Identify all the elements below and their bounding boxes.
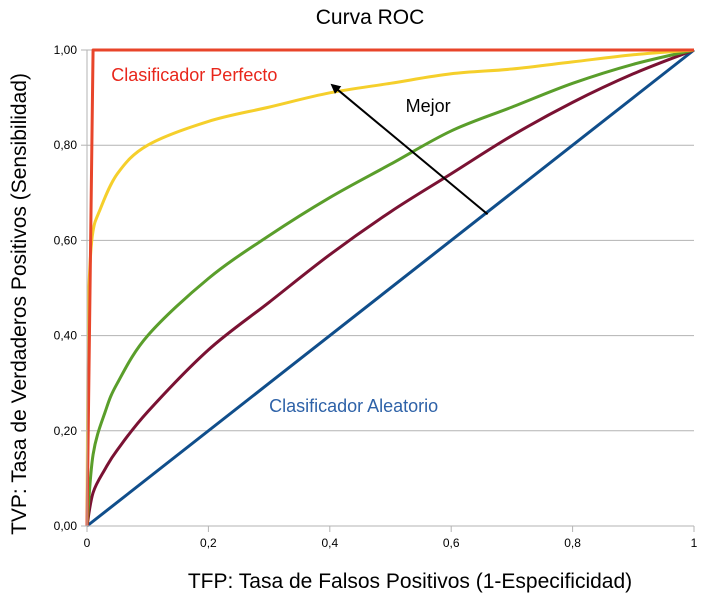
x-tick-label-4: 0,8 <box>564 536 581 550</box>
series-line-3 <box>85 48 695 527</box>
y-tick-label-0: 0,00 <box>54 519 78 533</box>
y-tick-label-1: 0,20 <box>54 424 78 438</box>
x-tick-label-5: 1 <box>691 536 698 550</box>
x-axis-label: TFP: Tasa de Falsos Positivos (1-Especif… <box>188 570 632 593</box>
series-group <box>85 48 695 528</box>
y-tick-label-4: 0,80 <box>54 138 78 152</box>
x-tick-label-1: 0,2 <box>200 536 217 550</box>
annotation-1: Mejor <box>406 96 451 116</box>
x-tick-label-2: 0,4 <box>321 536 338 550</box>
chart-title: Curva ROC <box>316 6 425 29</box>
grid <box>87 49 694 432</box>
y-tick-label-3: 0,60 <box>54 233 78 247</box>
series-line-4 <box>86 48 695 528</box>
axes: 0,00 0,20 0,40 0,60 0,80 1,00 0 0,2 0,4 0,6 0,8 1 <box>54 43 698 550</box>
y-axis-label: TVP: Tasa de Verdaderos Positivos (Sensi… <box>8 73 31 535</box>
annotation-2: Clasificador Aleatorio <box>269 396 438 416</box>
y-tick-label-2: 0,40 <box>54 329 78 343</box>
annotations: Clasificador Perfecto Mejor Clasificador A… <box>111 65 489 416</box>
series-line-2 <box>85 48 695 527</box>
annotation-0: Clasificador Perfecto <box>111 65 277 85</box>
x-tick-label-0: 0 <box>84 536 91 550</box>
series-line-0 <box>85 48 694 527</box>
y-tick-label-5: 1,00 <box>54 43 78 57</box>
better-arrow <box>330 83 489 215</box>
x-tick-label-3: 0,6 <box>443 536 460 550</box>
